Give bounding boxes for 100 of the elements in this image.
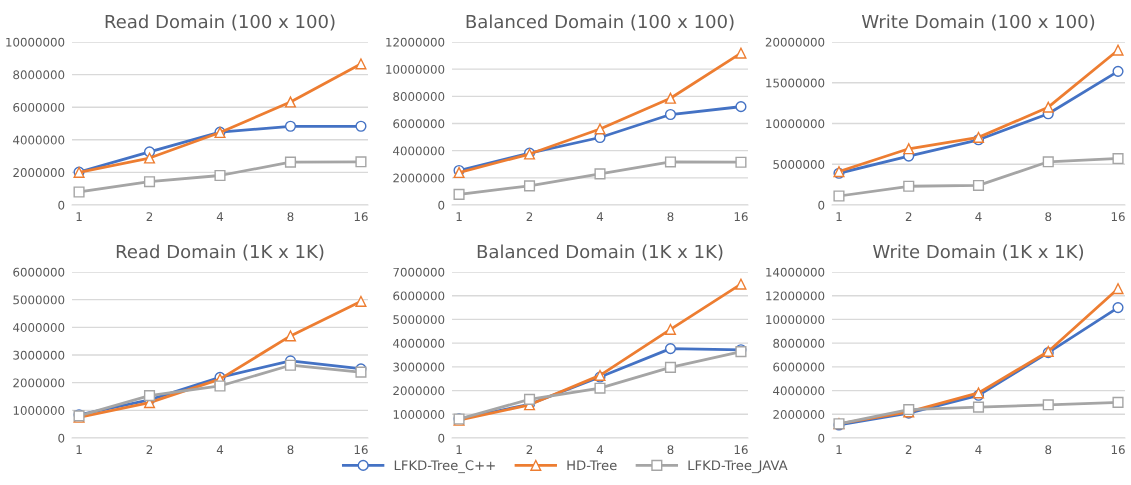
y-tick-label: 12000000 (386, 37, 445, 47)
x-tick-label: 8 (667, 445, 674, 455)
point (523, 393, 536, 405)
point (284, 96, 297, 108)
chart-title: Balanced Domain (1K x 1K) (477, 244, 723, 261)
y-tick-label: 5000000 (773, 159, 825, 169)
y-tick-label: 0 (58, 200, 65, 210)
x-tick-label: 4 (596, 445, 604, 454)
point (664, 323, 677, 335)
x-tick-label: 1 (76, 212, 82, 221)
point (214, 169, 226, 182)
point (355, 156, 367, 168)
x-tick-label: 2 (526, 445, 533, 454)
y-tick-label: 0 (58, 433, 65, 443)
y-tick-label: 6000000 (393, 291, 445, 301)
x-tick-label: 8 (1045, 445, 1052, 455)
y-tick-label: 4000000 (13, 135, 65, 145)
y-tick-label: 5000000 (393, 315, 445, 325)
point (1042, 156, 1054, 168)
point (1112, 396, 1124, 408)
x-tick-label: 16 (1111, 445, 1125, 455)
point (143, 176, 156, 188)
point (972, 179, 985, 191)
x-tick-label: 2 (146, 445, 153, 454)
y-tick-label: 5000000 (13, 295, 65, 305)
x-tick-label: 1 (456, 445, 462, 454)
point (903, 180, 915, 192)
y-tick-label: 15000000 (766, 78, 825, 88)
x-tick-label: 16 (1111, 212, 1125, 222)
x-tick-label: 8 (287, 212, 294, 222)
point (1042, 101, 1054, 113)
point (284, 156, 297, 168)
y-tick-label: 6000000 (393, 119, 445, 129)
y-tick-label: 7000000 (393, 267, 445, 277)
x-tick-label: 1 (76, 445, 82, 454)
point (735, 278, 747, 290)
point (735, 101, 747, 113)
chart-title: Balanced Domain (100 x 100) (466, 14, 734, 31)
x-tick-label: 1 (836, 212, 842, 221)
x-tick-label: 4 (596, 212, 604, 221)
x-tick-label: 4 (975, 212, 982, 221)
point (1112, 152, 1124, 165)
point (214, 380, 226, 392)
x-tick-label: 4 (975, 445, 982, 454)
point (355, 58, 367, 70)
x-tick-label: 16 (734, 445, 748, 455)
x-tick-label: 8 (1045, 212, 1052, 222)
point (284, 120, 297, 132)
x-tick-label: 8 (667, 212, 674, 222)
point (355, 120, 367, 132)
y-tick-label: 6000000 (13, 267, 65, 277)
x-tick-label: 16 (354, 445, 368, 455)
point (1112, 44, 1124, 56)
point (594, 168, 606, 180)
y-tick-label: 8000000 (13, 70, 65, 80)
point (143, 390, 156, 402)
point (664, 108, 677, 121)
y-tick-label: 8000000 (773, 338, 825, 348)
y-tick-label: 4000000 (393, 338, 445, 348)
point (594, 123, 606, 135)
y-tick-label: 2000000 (393, 386, 445, 396)
x-tick-label: 2 (905, 445, 912, 454)
y-tick-label: 10000000 (766, 119, 825, 129)
point (1042, 399, 1054, 411)
y-tick-label: 10000000 (386, 64, 445, 74)
legend-label: LFKD-Tree_C++ (394, 460, 495, 474)
point (735, 156, 747, 168)
x-tick-label: 16 (734, 212, 748, 222)
y-tick-label: 20000000 (765, 37, 825, 47)
point (1112, 65, 1124, 77)
y-tick-label: 0 (438, 200, 445, 210)
x-tick-label: 2 (905, 212, 912, 221)
y-tick-label: 8000000 (393, 92, 445, 101)
point (1112, 302, 1124, 314)
y-tick-label: 12000000 (766, 291, 825, 301)
y-tick-label: 6000000 (773, 362, 825, 372)
point (355, 295, 367, 307)
chart-title: Write Domain (1K x 1K) (873, 244, 1084, 261)
y-tick-label: 2000000 (393, 173, 445, 183)
chart-title: Read Domain (1K x 1K) (116, 244, 324, 261)
x-tick-label: 4 (216, 212, 224, 221)
y-tick-label: 4000000 (393, 146, 445, 156)
point (1112, 283, 1124, 295)
point (972, 401, 985, 413)
y-tick-label: 14000000 (766, 267, 825, 277)
chart-title: Write Domain (100 x 100) (861, 14, 1095, 31)
y-tick-label: 4000000 (773, 386, 825, 396)
point (284, 359, 297, 371)
y-tick-label: 4000000 (13, 323, 65, 332)
y-tick-label: 1000000 (393, 410, 445, 419)
y-tick-label: 3000000 (393, 362, 445, 372)
y-tick-label: 6000000 (13, 102, 65, 112)
point (664, 343, 677, 355)
point (73, 186, 85, 198)
point (903, 143, 915, 155)
point (664, 361, 677, 373)
chart-title: Read Domain (100 x 100) (105, 14, 335, 31)
y-tick-label: 2000000 (13, 168, 65, 178)
x-tick-label: 1 (836, 445, 842, 454)
point (594, 382, 606, 394)
